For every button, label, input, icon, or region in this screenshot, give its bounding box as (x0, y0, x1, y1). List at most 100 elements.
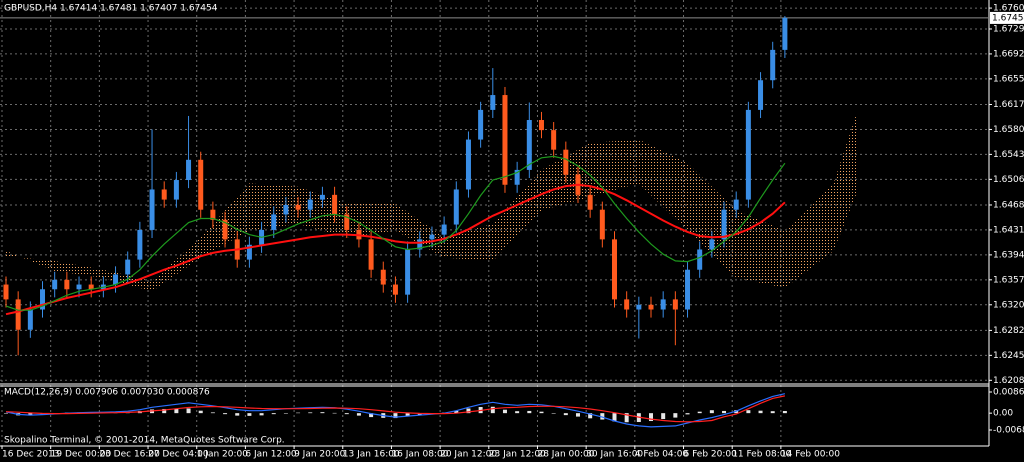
x-tick-label: 28 Jan 00:00 (537, 450, 594, 460)
moving-average (5, 183, 786, 316)
candle-body (551, 130, 557, 150)
y-tick-label: 1.64680 (993, 200, 1024, 210)
candle-body (782, 17, 788, 50)
macd-histogram-bar (600, 413, 605, 420)
y-tick-label: 1.65430 (993, 150, 1024, 160)
macd-histogram-bar (198, 410, 203, 414)
candle-body (210, 209, 216, 220)
macd-histogram-bar (28, 413, 33, 416)
candle-body (733, 199, 739, 210)
candle-body (490, 95, 496, 110)
macd-histogram-bar (369, 413, 374, 418)
macd-histogram-bar (393, 413, 398, 419)
x-tick-label: 16 Dec 2013 (2, 450, 60, 460)
candle-body (770, 49, 776, 81)
candle-body (636, 304, 642, 310)
last-price-label: 1.67454 (992, 13, 1024, 23)
macd-histogram-bar (563, 413, 568, 416)
y-tick-label: 1.66550 (993, 74, 1024, 84)
candle-body (246, 244, 252, 260)
candle-body (685, 269, 691, 310)
macd-main-line (5, 393, 786, 428)
candle-body (319, 194, 325, 200)
candle-body (368, 239, 374, 270)
macd-histogram-bar (296, 412, 301, 414)
macd-histogram-bar (527, 410, 532, 414)
candle-body (392, 284, 398, 295)
candle-body (538, 120, 544, 131)
macd-histogram-bar (454, 410, 459, 414)
x-tick-label: 4 Feb 04:00 (635, 450, 689, 460)
candle-body (453, 189, 459, 225)
y-tick-label: 0.00 (993, 409, 1013, 419)
candle-body (612, 239, 617, 300)
candle-body (745, 109, 751, 200)
macd-histogram-bar (344, 413, 349, 415)
candle-body (295, 204, 301, 210)
macd-histogram-bar (709, 410, 714, 414)
y-tick-label: 1.63570 (993, 275, 1024, 285)
macd-histogram-bar (332, 412, 337, 414)
macd-histogram-bar (174, 408, 179, 414)
candle-body (405, 249, 411, 295)
y-tick-label: -0.006854 (993, 426, 1024, 436)
y-tick-label: 1.63940 (993, 250, 1024, 260)
candle-body (502, 95, 508, 185)
candle-body (307, 199, 313, 210)
candle-body (283, 204, 289, 215)
candle-body (198, 159, 204, 210)
candle-body (3, 284, 9, 300)
candle-body (526, 120, 532, 170)
candle-body (709, 239, 715, 250)
candle-body (721, 209, 727, 240)
candle-body (429, 234, 435, 240)
x-tick-label: 20 Jan 12:00 (440, 450, 497, 460)
x-tick-label: 23 Jan 12:00 (489, 450, 546, 460)
y-tick-label: 1.66170 (993, 100, 1024, 110)
macd-histogram-bar (308, 412, 313, 414)
candle-body (758, 80, 764, 110)
macd-histogram-bar (770, 411, 775, 414)
macd-histogram-bar (417, 413, 422, 415)
candle-body (344, 214, 350, 230)
candle-body (697, 249, 703, 270)
macd-histogram-bar (697, 411, 702, 414)
y-tick-label: 1.62080 (993, 376, 1024, 386)
candle-body (478, 109, 484, 140)
candle-body (52, 279, 58, 290)
candle-body (113, 274, 119, 285)
y-tick-label: 1.66920 (993, 49, 1024, 59)
candle-body (186, 159, 192, 181)
last-price-box (990, 11, 1024, 24)
y-tick-label: 1.67600 (993, 4, 1024, 14)
ichimoku-cloud (6, 109, 858, 292)
candle-body (40, 289, 46, 310)
macd-histogram-bar (4, 413, 8, 414)
x-tick-label: 9 Jan 20:00 (294, 450, 346, 460)
macd-histogram-bar (782, 411, 787, 414)
candle-body (672, 299, 678, 310)
macd-histogram-bar (405, 413, 410, 417)
candle-body (660, 299, 666, 310)
macd-histogram-bar (612, 413, 617, 422)
candle-body (648, 304, 654, 310)
candle-body (587, 194, 593, 210)
macd-histogram-bar (722, 410, 727, 414)
x-tick-label: 1 Jan 20:00 (197, 450, 249, 460)
macd-histogram-bar (539, 411, 544, 414)
macd-histogram-bar (649, 413, 654, 422)
macd-title: MACD(12,26,9) 0.007906 0.007030 0.000876 (4, 388, 210, 398)
macd-signal-line (5, 395, 786, 423)
macd-histogram-bar (624, 413, 629, 423)
x-tick-label: 16 Jan 08:00 (391, 450, 448, 460)
candle-body (624, 299, 630, 310)
grid-layer (0, 0, 988, 446)
macd-histogram-bar (259, 413, 264, 416)
y-tick-label: 1.65060 (993, 175, 1024, 185)
candle-body (125, 259, 131, 275)
x-tick-label: 6 Feb 20:00 (684, 450, 738, 460)
candle-body (599, 209, 605, 240)
candle-body (76, 284, 82, 290)
